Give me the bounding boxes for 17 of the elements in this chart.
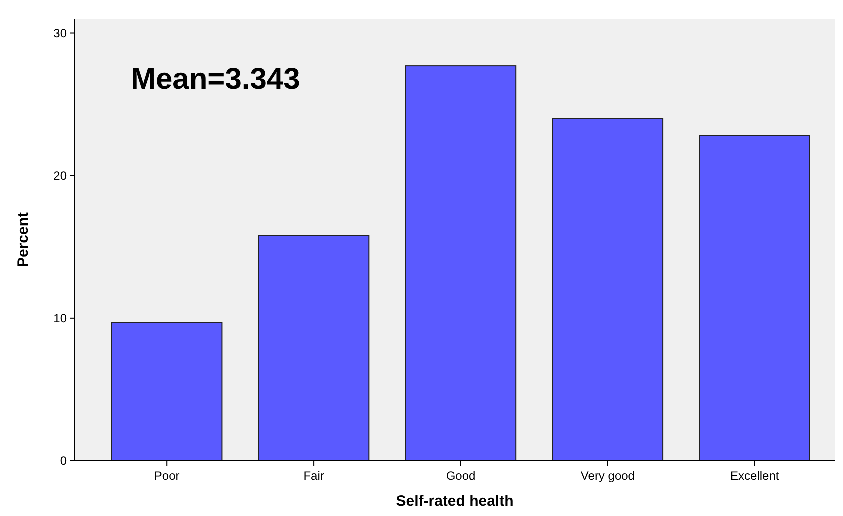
y-tick-label: 20 <box>54 169 68 184</box>
x-axis-title: Self-rated health <box>396 493 514 510</box>
bar <box>552 118 664 462</box>
y-tick-label: 10 <box>54 312 68 326</box>
y-tick-label: 0 <box>60 454 68 468</box>
x-tick-label: Very good <box>580 469 635 483</box>
bar <box>699 135 810 462</box>
bar <box>112 322 223 462</box>
y-tick-label: 30 <box>54 26 68 40</box>
x-tick-label: Excellent <box>730 469 780 483</box>
x-tick-label: Fair <box>304 469 324 483</box>
bar <box>405 66 517 462</box>
x-tick-label: Good <box>446 469 476 483</box>
x-tick-label: Poor <box>154 469 180 483</box>
y-axis-title: Percent <box>15 212 32 268</box>
bar <box>258 235 370 462</box>
annotation: Mean=3.343 <box>131 63 300 96</box>
